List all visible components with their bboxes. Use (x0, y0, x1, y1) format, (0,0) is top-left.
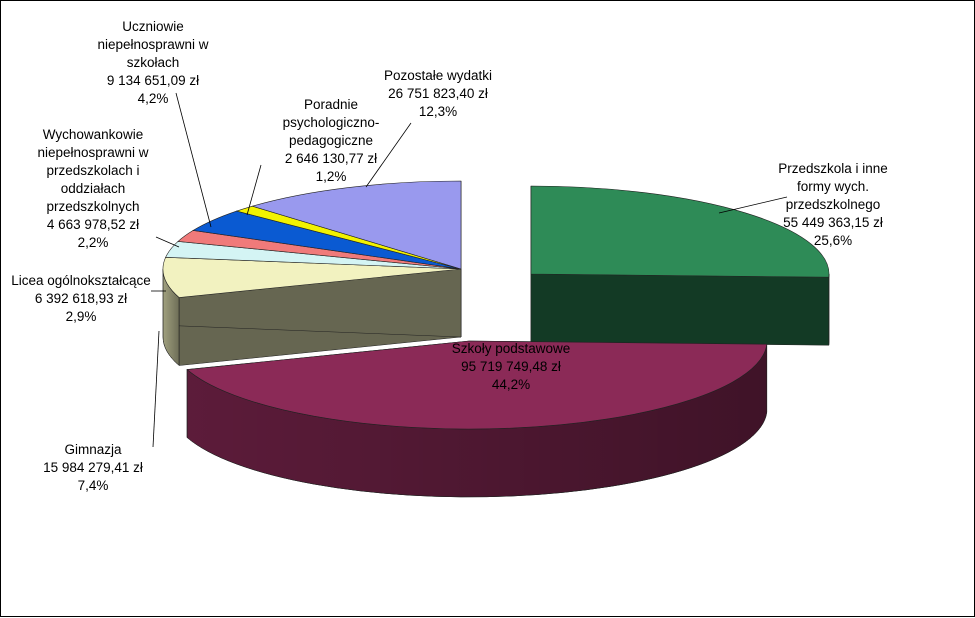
data-label-line: Gimnazja (64, 442, 122, 457)
data-label-line: 7,4% (78, 478, 109, 493)
leader-line (176, 93, 211, 227)
data-label: Pozostałe wydatki 26 751 823,40 zł 12,3% (384, 68, 492, 119)
data-label: Gimnazja 15 984 279,41 zł 7,4% (43, 442, 143, 493)
data-label-line: 2 646 130,77 zł (285, 151, 377, 166)
data-label: Licea ogólnokształcące 6 392 618,93 zł 2,9… (11, 273, 151, 324)
pie-slice-1 (531, 186, 829, 277)
data-label-line: 15 984 279,41 zł (43, 460, 143, 475)
data-label-line: 95 719 749,48 zł (461, 359, 561, 374)
data-label-line: szkołach (127, 55, 180, 70)
data-label-line: 1,2% (316, 169, 347, 184)
data-label-line: formy wych. (797, 179, 869, 194)
data-label-line: przedszkolnego (786, 197, 881, 212)
data-label-line: psychologiczno- (283, 115, 380, 130)
data-label-line: Pozostałe wydatki (384, 68, 492, 83)
data-label-line: 6 392 618,93 zł (35, 291, 127, 306)
data-label-line: przedszkolach i (46, 163, 139, 178)
data-label-line: 26 751 823,40 zł (388, 86, 488, 101)
data-label-line: niepełnosprawni w (37, 145, 148, 160)
data-label-line: 9 134 651,09 zł (107, 73, 199, 88)
data-label: Poradnie psychologiczno-pedagogiczne 2 646… (283, 97, 380, 184)
data-label-line: przedszkolnych (46, 199, 139, 214)
data-label: Uczniowie niepełnosprawni w szkołach 9 134 … (97, 19, 208, 106)
data-label-line: 44,2% (492, 377, 530, 392)
leader-line (156, 237, 179, 247)
data-label-line: niepełnosprawni w (97, 37, 208, 52)
pie-slice-side-cut (531, 274, 829, 345)
data-label-line: Uczniowie (122, 19, 184, 34)
data-label-line: Licea ogólnokształcące (11, 273, 151, 288)
data-label-line: Przedszkola i inne (778, 161, 888, 176)
data-label-line: pedagogiczne (289, 133, 373, 148)
data-label-line: 2,2% (78, 235, 109, 250)
leader-line (719, 197, 787, 213)
data-label: Wychowankowie niepełnosprawni w przedszkol… (37, 127, 148, 250)
data-label-line: oddziałach (61, 181, 126, 196)
data-label-line: 2,9% (66, 309, 97, 324)
data-label-line: Poradnie (304, 97, 358, 112)
data-label-line: 12,3% (419, 104, 457, 119)
data-label-line: Szkoły podstawowe (452, 341, 571, 356)
leader-line (153, 331, 159, 447)
data-label-line: Wychowankowie (43, 127, 143, 142)
data-label-line: 4 663 978,52 zł (47, 217, 139, 232)
data-label-line: 25,6% (814, 233, 852, 248)
data-label-line: 4,2% (138, 91, 169, 106)
data-label-line: 55 449 363,15 zł (783, 215, 883, 230)
